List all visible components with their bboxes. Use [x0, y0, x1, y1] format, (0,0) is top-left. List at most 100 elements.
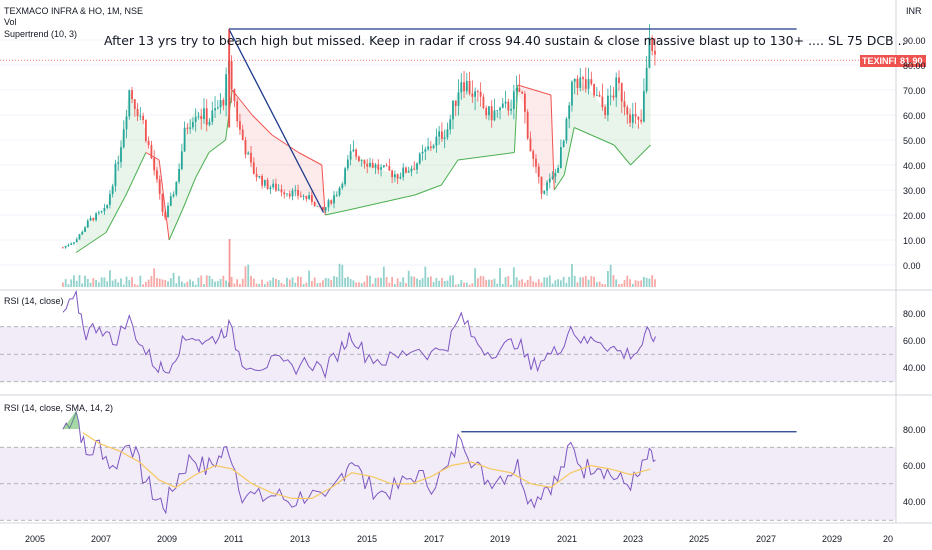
- candle-body[interactable]: [247, 152, 250, 155]
- candle-body[interactable]: [222, 100, 225, 106]
- candle-body[interactable]: [308, 195, 311, 199]
- candle-body[interactable]: [449, 119, 452, 130]
- candle-body[interactable]: [172, 194, 175, 197]
- candle-body[interactable]: [153, 157, 156, 171]
- candle-body[interactable]: [427, 146, 429, 150]
- candle-body[interactable]: [241, 129, 244, 141]
- candle-body[interactable]: [601, 96, 604, 108]
- candle-body[interactable]: [465, 80, 468, 92]
- candle-body[interactable]: [266, 180, 269, 190]
- candle-body[interactable]: [454, 100, 457, 106]
- candle-body[interactable]: [532, 151, 535, 159]
- candle-body[interactable]: [120, 147, 122, 163]
- candle-body[interactable]: [429, 146, 432, 148]
- candle-body[interactable]: [565, 118, 568, 141]
- candle-body[interactable]: [111, 186, 114, 195]
- candle-body[interactable]: [540, 176, 543, 194]
- candle-body[interactable]: [178, 169, 180, 182]
- candle-body[interactable]: [551, 176, 554, 179]
- candle-body[interactable]: [233, 89, 236, 102]
- candle-body[interactable]: [164, 211, 167, 218]
- candle-body[interactable]: [424, 149, 427, 152]
- candle-body[interactable]: [559, 147, 562, 169]
- candle-body[interactable]: [144, 120, 147, 141]
- candle-body[interactable]: [186, 127, 189, 129]
- candle-body[interactable]: [299, 195, 302, 197]
- candle-body[interactable]: [518, 88, 521, 92]
- candle-body[interactable]: [261, 175, 263, 186]
- candle-body[interactable]: [468, 80, 471, 94]
- candle-body[interactable]: [587, 79, 590, 89]
- candle-body[interactable]: [360, 160, 363, 161]
- candle-body[interactable]: [535, 158, 537, 167]
- candle-body[interactable]: [136, 109, 139, 117]
- candle-body[interactable]: [371, 162, 374, 168]
- candle-body[interactable]: [208, 121, 211, 125]
- candle-body[interactable]: [604, 107, 607, 116]
- candle-body[interactable]: [252, 162, 255, 175]
- candle-body[interactable]: [158, 179, 161, 194]
- candle-body[interactable]: [421, 151, 424, 154]
- rsi2-title[interactable]: RSI (14, close, SMA, 14, 2): [4, 403, 113, 413]
- candle-body[interactable]: [194, 116, 197, 122]
- candle-body[interactable]: [86, 220, 89, 228]
- candle-body[interactable]: [590, 79, 593, 84]
- candle-body[interactable]: [418, 153, 421, 164]
- candle-body[interactable]: [97, 212, 100, 214]
- candle-body[interactable]: [501, 103, 504, 108]
- candle-body[interactable]: [341, 184, 344, 188]
- candle-body[interactable]: [302, 196, 305, 197]
- candle-body[interactable]: [463, 82, 465, 92]
- candle-body[interactable]: [537, 166, 540, 177]
- downtrend-line[interactable]: [228, 28, 325, 213]
- candle-body[interactable]: [175, 181, 178, 195]
- candle-body[interactable]: [363, 160, 366, 164]
- candle-body[interactable]: [529, 138, 532, 152]
- candle-body[interactable]: [150, 144, 153, 158]
- candle-body[interactable]: [584, 79, 587, 89]
- candle-body[interactable]: [369, 162, 371, 167]
- candle-body[interactable]: [258, 175, 261, 178]
- candle-body[interactable]: [216, 107, 219, 109]
- candle-body[interactable]: [230, 60, 233, 90]
- candle-body[interactable]: [438, 131, 441, 137]
- candle-body[interactable]: [496, 110, 499, 112]
- candle-body[interactable]: [288, 193, 291, 197]
- candle-body[interactable]: [391, 170, 394, 178]
- candle-body[interactable]: [374, 164, 377, 168]
- time-axis-labels[interactable]: 2005 2007 2009 2011 2013 2015 2017 2019 …: [25, 534, 893, 544]
- candle-body[interactable]: [446, 129, 449, 138]
- candle-body[interactable]: [280, 189, 283, 193]
- candle-body[interactable]: [485, 107, 488, 116]
- candle-body[interactable]: [100, 211, 103, 213]
- currency-label[interactable]: INR: [906, 6, 922, 16]
- candle-body[interactable]: [349, 151, 352, 160]
- candle-body[interactable]: [648, 37, 651, 68]
- candle-body[interactable]: [109, 194, 111, 205]
- candle-body[interactable]: [654, 50, 656, 55]
- candle-body[interactable]: [405, 167, 407, 173]
- candle-body[interactable]: [620, 83, 623, 102]
- candle-body[interactable]: [435, 136, 438, 146]
- candle-body[interactable]: [366, 163, 369, 167]
- candle-body[interactable]: [352, 149, 355, 152]
- candle-body[interactable]: [504, 101, 507, 104]
- candle-body[interactable]: [114, 163, 117, 187]
- candle-body[interactable]: [106, 204, 109, 208]
- candle-body[interactable]: [385, 165, 388, 167]
- candle-body[interactable]: [416, 163, 418, 170]
- candle-body[interactable]: [161, 193, 164, 212]
- candle-body[interactable]: [128, 90, 131, 117]
- candle-body[interactable]: [133, 99, 136, 110]
- candle-body[interactable]: [344, 168, 346, 185]
- candle-body[interactable]: [568, 105, 571, 119]
- candle-body[interactable]: [626, 107, 629, 115]
- candle-body[interactable]: [355, 149, 358, 157]
- candle-body[interactable]: [557, 168, 560, 173]
- candle-body[interactable]: [286, 193, 288, 195]
- candle-body[interactable]: [612, 95, 615, 98]
- candle-body[interactable]: [75, 239, 78, 243]
- candle-body[interactable]: [239, 121, 241, 130]
- candle-body[interactable]: [81, 231, 84, 235]
- drawing-layer[interactable]: [228, 28, 797, 433]
